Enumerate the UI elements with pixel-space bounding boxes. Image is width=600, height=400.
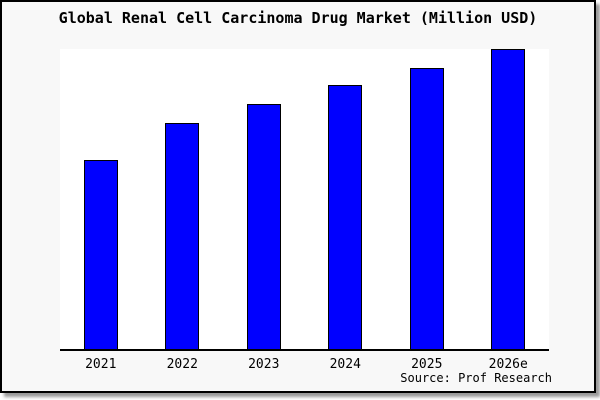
x-axis-labels: 2021 2022 2023 2024 2025 2026e	[60, 357, 549, 372]
bar-2025	[410, 68, 444, 349]
bar-2021	[84, 160, 118, 349]
bar-2022	[165, 123, 199, 349]
figure-frame: Global Renal Cell Carcinoma Drug Market …	[0, 0, 596, 393]
bar-2026e	[491, 49, 525, 349]
x-tick-label-2021: 2021	[85, 357, 117, 372]
x-tick-label-2023: 2023	[248, 357, 280, 372]
x-tick-label-2024: 2024	[329, 357, 361, 372]
x-tick-label-2026e: 2026e	[488, 357, 528, 372]
chart-title: Global Renal Cell Carcinoma Drug Market …	[58, 9, 538, 27]
plot-area	[60, 49, 549, 351]
source-credit: Source: Prof Research	[400, 371, 552, 385]
x-tick-label-2025: 2025	[411, 357, 443, 372]
bar-2024	[328, 85, 362, 349]
bar-2023	[247, 104, 281, 349]
x-tick-label-2022: 2022	[166, 357, 198, 372]
